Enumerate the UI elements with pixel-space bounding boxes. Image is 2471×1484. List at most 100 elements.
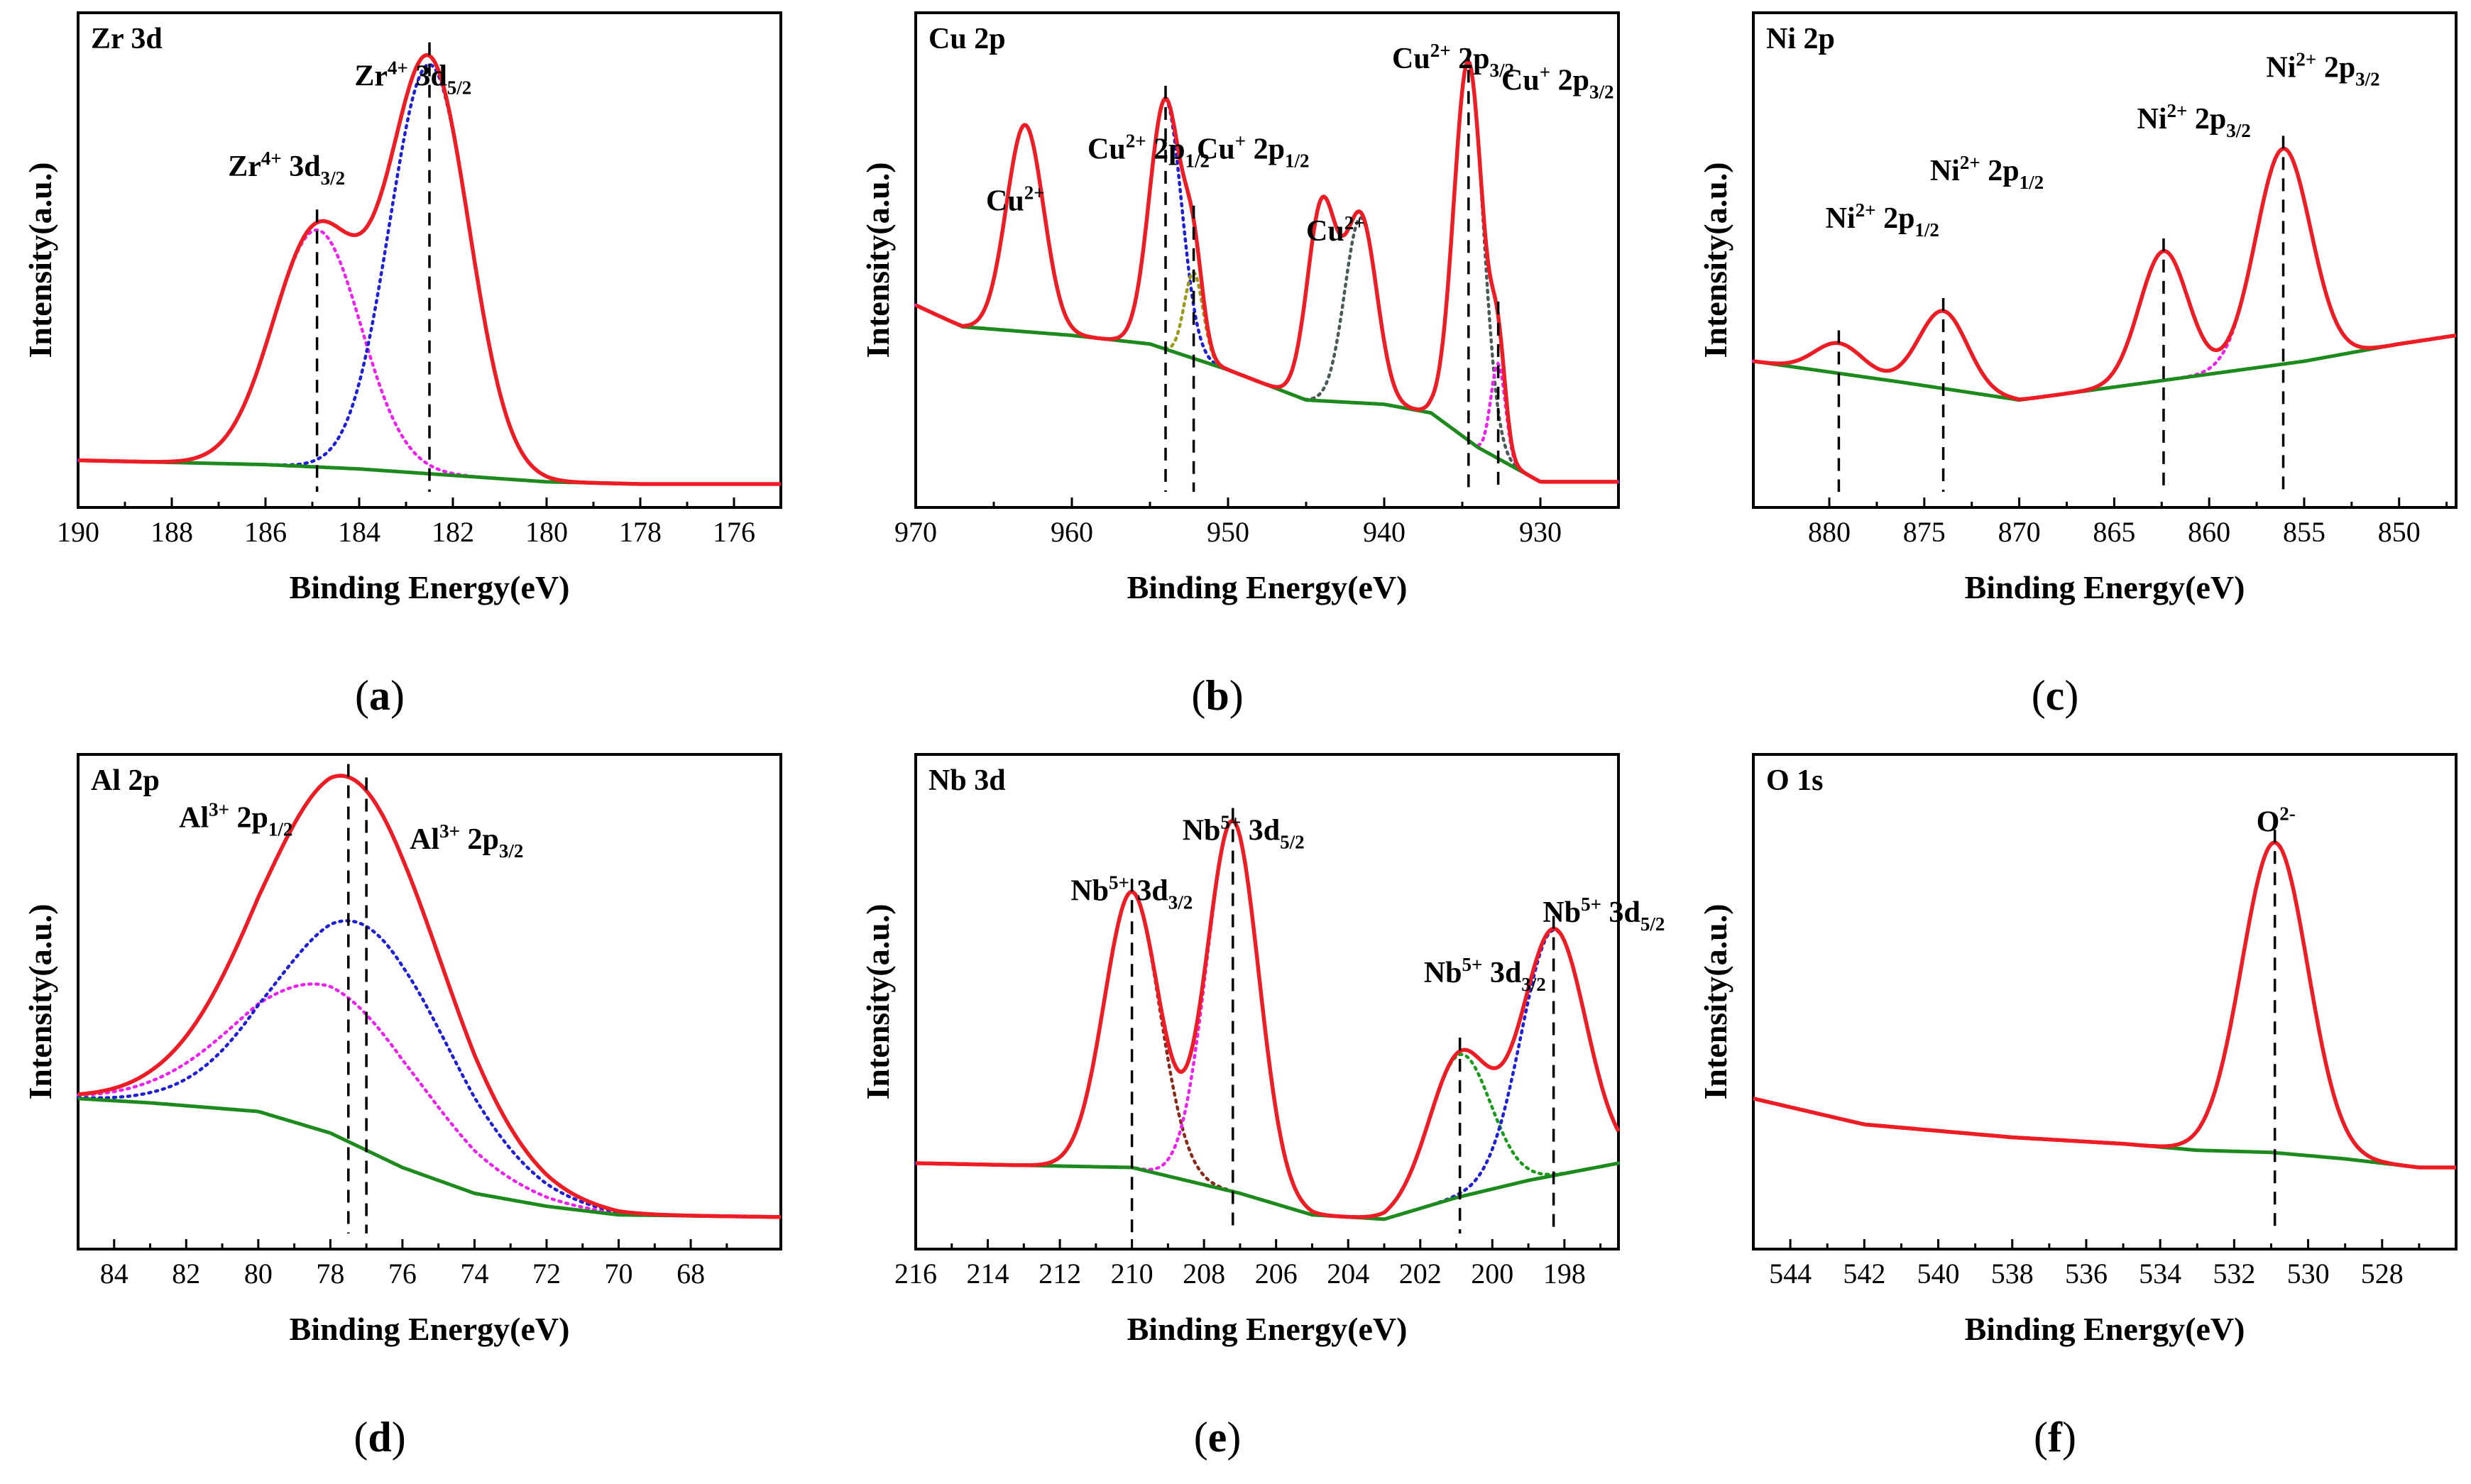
x-tick-label: 186 [244, 516, 287, 548]
x-tick-label: 940 [1363, 516, 1406, 548]
x-tick-label: 76 [388, 1258, 417, 1290]
x-tick-label: 200 [1471, 1258, 1513, 1290]
x-tick-label: 542 [1843, 1258, 1885, 1290]
peak-label: Nb5+ 3d3/2 [1424, 954, 1546, 995]
x-tick-label: 184 [338, 516, 380, 548]
component-peak-2 [914, 819, 1621, 1221]
envelope-curve [78, 53, 781, 486]
x-axis-label: Binding Energy(eV) [1965, 569, 2245, 605]
panel-f: O 1s 544 542 540 538 536 534 532 530 528 Binding E… [1697, 753, 2458, 1461]
x-tick-label: 182 [432, 516, 474, 548]
x-tick-label: 68 [676, 1258, 705, 1290]
x-tick-label: 855 [2283, 516, 2325, 548]
envelope-curve [77, 774, 781, 1219]
y-axis-label: Intensity(a.u.) [860, 903, 896, 1099]
x-tick-label: 74 [460, 1258, 488, 1290]
component-peak-2 [76, 919, 783, 1219]
panel-b: Cu 2p 970 960 950 940 930 Binding Energy(eV) In… [860, 11, 1621, 719]
x-tick-label: 865 [2093, 516, 2135, 548]
x-tick-label: 188 [150, 516, 193, 548]
envelope-curve [915, 818, 1621, 1219]
peak-label: Cu2+ [986, 182, 1045, 218]
x-tick-label: 176 [713, 516, 755, 548]
peak-label: Cu2+ 2p3/2 [1392, 40, 1514, 81]
x-tick-label: 530 [2287, 1258, 2330, 1290]
panel-caption: (e) [1194, 1414, 1242, 1461]
x-tick-label: 70 [605, 1258, 633, 1290]
x-axis-label: Binding Energy(eV) [1127, 1311, 1408, 1347]
background-line [77, 1096, 781, 1219]
x-tick-label: 860 [2188, 516, 2230, 548]
peak-label: Nb5+ 3d5/2 [1183, 812, 1305, 853]
x-axis-label: Binding Energy(eV) [1127, 569, 1408, 605]
x-tick-label: 206 [1255, 1258, 1298, 1290]
x-tick-label: 212 [1039, 1258, 1081, 1290]
panel-title: Al 2p [91, 764, 160, 797]
panel-title: Cu 2p [928, 23, 1006, 55]
x-tick-label: 970 [894, 516, 937, 548]
x-tick-label: 202 [1399, 1258, 1442, 1290]
x-tick-label: 534 [2139, 1258, 2181, 1290]
x-tick-label: 204 [1327, 1258, 1369, 1290]
peak-label: Cu+ 2p1/2 [1197, 131, 1309, 172]
x-tick-label: 82 [172, 1258, 200, 1290]
x-tick-label: 214 [967, 1258, 1009, 1290]
panel-a: Zr 3d 190 188 186 184 182 180 178 176 Binding Ene… [22, 11, 783, 719]
peak-label: Al3+ 2p1/2 [179, 798, 292, 840]
panel-title: Ni 2p [1766, 23, 1835, 55]
background-line [916, 1161, 1619, 1221]
plot-frame [77, 11, 782, 509]
x-tick-label: 178 [619, 516, 662, 548]
y-axis-label: Intensity(a.u.) [1697, 162, 1733, 358]
peak-label: Nb5+ 3d5/2 [1543, 894, 1665, 935]
panel-title: Nb 3d [928, 764, 1006, 797]
component-peak-2 [76, 62, 783, 486]
x-tick-label: 532 [2213, 1258, 2255, 1290]
panel-d: Al 2p 84 82 80 78 76 74 72 70 68 Binding Energy(eV… [22, 753, 783, 1461]
background-line [1753, 334, 2457, 402]
peak-label: Cu2+ [1306, 212, 1365, 248]
peak-label: Zr4+ 3d5/2 [354, 57, 471, 98]
peak-label: Ni2+ 2p3/2 [2137, 100, 2250, 141]
x-tick-label: 930 [1519, 516, 1562, 548]
peak-label: Zr4+ 3d3/2 [228, 148, 345, 189]
x-tick-label: 538 [1991, 1258, 2034, 1290]
y-axis-label: Intensity(a.u.) [860, 162, 896, 358]
peak-label: Ni2+ 2p1/2 [1930, 152, 2044, 193]
peak-label: Cu+ 2p3/2 [1501, 62, 1613, 103]
x-tick-label: 208 [1183, 1258, 1225, 1290]
panel-title: Zr 3d [91, 23, 163, 55]
peak-label: Cu2+ 2p1/2 [1087, 131, 1210, 172]
x-axis-label: Binding Energy(eV) [290, 1311, 570, 1347]
x-tick-label: 198 [1543, 1258, 1586, 1290]
panel-c: Ni 2p 880 875 870 865 860 855 850 Binding Energy… [1697, 11, 2458, 719]
peak-label: Al3+ 2p3/2 [410, 820, 523, 862]
x-tick-label: 540 [1917, 1258, 1960, 1290]
peak-label: Nb5+ 3d3/2 [1070, 872, 1193, 913]
x-tick-label: 80 [244, 1258, 273, 1290]
panel-e: Nb 3d 216 214 212 210 208 206 204 202 200 198 Bindi… [860, 753, 1665, 1461]
component-peak-4 [1751, 147, 2458, 402]
panel-title: O 1s [1766, 764, 1824, 797]
panel-caption: (c) [2032, 672, 2079, 719]
x-tick-label: 78 [316, 1258, 344, 1290]
envelope-curve [1753, 840, 2456, 1170]
x-tick-label: 850 [2378, 516, 2421, 548]
plot-frame [914, 753, 1620, 1251]
panel-caption: (d) [354, 1414, 405, 1461]
envelope-curve [1753, 146, 2457, 402]
x-tick-label: 950 [1207, 516, 1249, 548]
component-peak-6 [914, 58, 1621, 484]
plot-frame [1752, 753, 2458, 1251]
panel-caption: (f) [2034, 1414, 2076, 1461]
x-tick-label: 536 [2065, 1258, 2108, 1290]
x-tick-label: 210 [1111, 1258, 1154, 1290]
plot-frame [1752, 11, 2458, 509]
x-tick-label: 960 [1051, 516, 1093, 548]
peak-label: O2- [2257, 803, 2296, 839]
plot-frame [914, 11, 1620, 509]
x-tick-label: 84 [100, 1258, 128, 1290]
x-tick-label: 72 [532, 1258, 561, 1290]
x-tick-label: 875 [1903, 516, 1946, 548]
background-line [1753, 1096, 2456, 1170]
